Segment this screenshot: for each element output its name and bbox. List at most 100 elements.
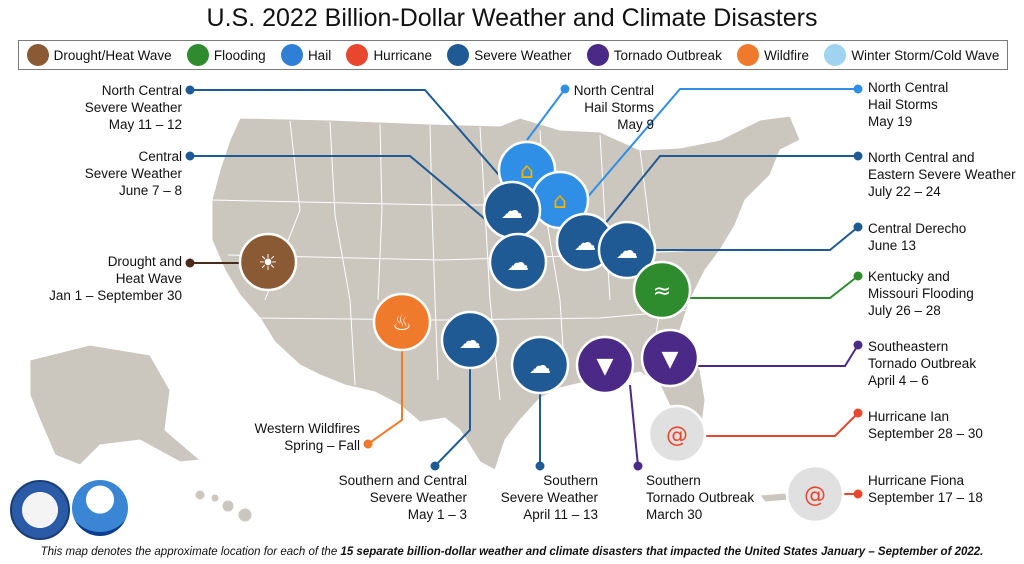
leader-line-southern-tornado	[629, 384, 639, 467]
legend-item-severe-weather: Severe Weather	[447, 44, 572, 66]
severe-weather-marker-southern-severe: ☁	[510, 335, 570, 395]
severe-weather-icon: ☁	[459, 329, 481, 354]
leader-dot	[853, 84, 863, 94]
flooding-marker-ky-mo-flooding: ≈	[632, 260, 692, 320]
severe-weather-icon: ☁	[616, 239, 638, 264]
severe-weather-icon: ☁	[507, 251, 529, 276]
leader-dot	[853, 408, 863, 418]
severe-weather-icon: ☁	[529, 354, 551, 379]
label-hurricane-ian: Hurricane Ian September 28 – 30	[868, 409, 983, 441]
severe-weather-icon: ☁	[574, 231, 596, 256]
label-southern-severe: Southern Severe Weather April 11 – 13	[500, 473, 598, 522]
label-nc-hail-may9: North Central Hail Storms May 9	[573, 83, 654, 132]
hail-icon	[280, 44, 303, 66]
footnote: This map denotes the approximate locatio…	[40, 546, 984, 558]
leader-dot	[633, 461, 643, 471]
leader-dot	[185, 85, 195, 95]
leader-dot	[535, 461, 545, 471]
hail-icon: ⌂	[520, 159, 534, 184]
hurricane-icon: @	[804, 483, 826, 508]
leader-dot	[853, 340, 863, 350]
leader-dot	[185, 258, 195, 268]
leader-line-se-tornado	[698, 344, 859, 367]
leader-line-hurricane-ian	[705, 412, 859, 437]
hurricane-marker-hurricane-fiona: @	[785, 464, 845, 524]
hurricane-icon: @	[666, 423, 688, 448]
tornado-marker-se-tornado: ▼	[640, 328, 700, 388]
severe-weather-marker-s-c-severe: ☁	[440, 310, 500, 370]
leader-dot	[853, 151, 863, 161]
legend-item-wildfire: Wildfire	[737, 44, 809, 66]
label-nc-eastern-severe: North Central and Eastern Severe Weather J…	[868, 150, 1016, 199]
puerto-rico	[759, 492, 791, 503]
legend: Drought/Heat Wave Flooding Hail Hurricane Se…	[18, 40, 1008, 70]
leader-line-nc-hail-may9	[526, 88, 566, 141]
severe-weather-marker-central-severe: ☁	[488, 232, 548, 292]
flooding-icon: ≈	[653, 279, 671, 304]
label-s-c-severe: Southern and Central Severe Weather May 1 …	[338, 473, 467, 522]
legend-item-drought: Drought/Heat Wave	[26, 44, 172, 66]
severe-weather-icon	[447, 44, 470, 66]
leader-dot	[853, 222, 863, 232]
leader-dot	[853, 489, 863, 499]
leader-dot	[185, 151, 195, 161]
hawaii-island	[194, 489, 206, 501]
leader-line-nc-eastern-severe	[599, 155, 858, 231]
leader-line-nc-severe-may	[190, 89, 513, 191]
label-nc-hail-may19: North Central Hail Storms May 19	[868, 80, 949, 129]
label-se-tornado: Southeastern Tornado Outbreak April 4 – 6	[868, 339, 977, 388]
leader-line-nc-hail-may19	[584, 88, 858, 201]
flood-icon	[186, 44, 209, 66]
leader-dot	[853, 271, 863, 281]
legend-label: Tornado Outbreak	[613, 47, 722, 63]
label-western-wildfires: Western Wildfires Spring – Fall	[254, 421, 360, 453]
us-map: ⌂ ⌂ ☁ ☁ ☁ ☁ ≈ ☀ ♨ ☁ ☁ ▼ ▼ @ @	[29, 84, 863, 524]
legend-label: Hail	[307, 47, 332, 63]
legend-label: Drought/Heat Wave	[53, 47, 172, 63]
leader-line-western-wildfires	[367, 350, 403, 445]
label-drought: Drought and Heat Wave Jan 1 – September 30	[49, 254, 182, 303]
hail-icon: ⌂	[553, 189, 567, 214]
tornado-marker-southern-tornado: ▼	[575, 335, 635, 395]
label-central-severe: Central Severe Weather June 7 – 8	[84, 149, 182, 198]
leader-line-central-severe	[190, 155, 511, 241]
drought-marker-drought: ☀	[238, 232, 298, 292]
severe-weather-icon: ☁	[501, 199, 523, 224]
hurricane-icon	[346, 44, 369, 66]
leader-lines	[185, 84, 863, 499]
wildfire-icon	[737, 44, 760, 66]
wildfire-marker-western-wildfires: ♨	[372, 292, 432, 352]
page-title: U.S. 2022 Billion-Dollar Weather and Cli…	[206, 4, 818, 32]
legend-label: Wildfire	[764, 47, 810, 63]
legend-label: Winter Storm/Cold Wave	[851, 47, 1000, 63]
department-of-commerce-seal	[10, 480, 70, 540]
legend-item-hurricane: Hurricane	[346, 44, 432, 66]
legend-label: Severe Weather	[474, 47, 572, 63]
tornado-icon: ▼	[662, 347, 679, 372]
noaa-logo	[72, 480, 128, 536]
leader-line-ky-mo-flooding	[690, 275, 859, 299]
event-markers: ⌂ ⌂ ☁ ☁ ☁ ☁ ≈ ☀ ♨ ☁ ☁ ▼ ▼ @ @	[238, 140, 845, 524]
leader-line-central-derecho	[650, 226, 859, 251]
label-hurricane-fiona: Hurricane Fiona September 17 – 18	[868, 473, 983, 505]
label-central-derecho: Central Derecho June 13	[868, 221, 967, 253]
legend-item-flood: Flooding	[186, 44, 266, 66]
legend-item-hail: Hail	[280, 44, 332, 66]
leader-dot	[363, 439, 373, 449]
leader-line-s-c-severe	[434, 368, 471, 467]
drought-icon: ☀	[258, 251, 278, 276]
legend-item-tornado: Tornado Outbreak	[586, 44, 722, 66]
legend-label: Flooding	[213, 47, 266, 63]
winter-storm-icon	[824, 44, 847, 66]
tornado-icon	[586, 44, 609, 66]
legend-label: Hurricane	[373, 47, 432, 63]
label-nc-severe-may: North Central Severe Weather May 11 – 12	[84, 83, 182, 132]
wildfire-icon: ♨	[392, 311, 412, 336]
leader-dot	[430, 461, 440, 471]
severe-weather-marker-nc-severe-may: ☁	[482, 180, 542, 240]
country-shapes	[29, 115, 801, 523]
severe-weather-marker-central-derecho: ☁	[597, 220, 657, 280]
drought-icon	[26, 44, 49, 66]
hurricane-marker-hurricane-ian: @	[647, 404, 707, 464]
label-ky-mo-flooding: Kentucky and Missouri Flooding July 26 – 2…	[868, 269, 974, 318]
